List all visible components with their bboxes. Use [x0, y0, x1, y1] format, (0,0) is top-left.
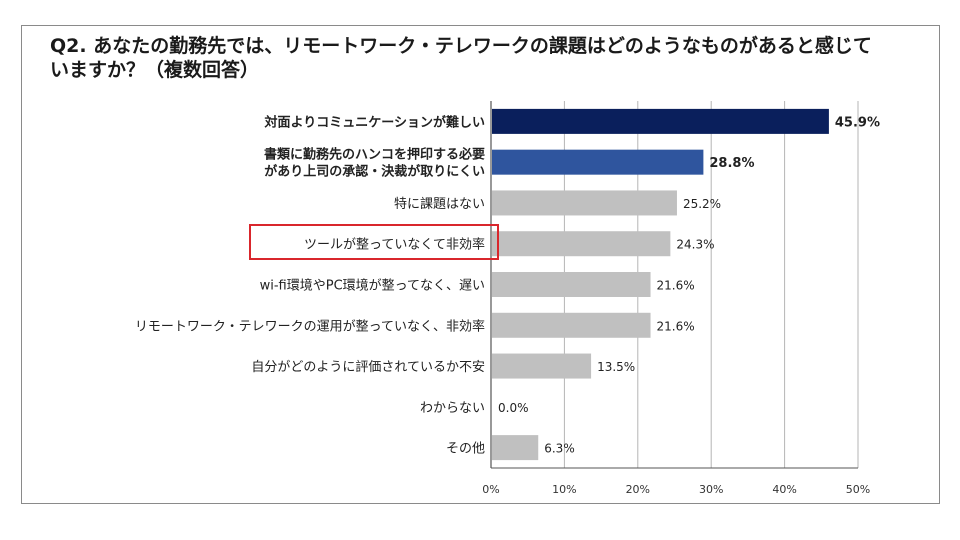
- value-label: 45.9%: [835, 115, 880, 130]
- x-tick-label: 0%: [482, 483, 499, 496]
- bar: [492, 353, 592, 379]
- value-label: 21.6%: [657, 279, 695, 293]
- category-label: 特に課題はない: [394, 196, 485, 212]
- value-label: 21.6%: [657, 319, 695, 333]
- x-tick-label: 10%: [552, 483, 576, 496]
- category-label-line: 特に課題はない: [394, 196, 485, 212]
- bar: [492, 190, 677, 216]
- category-label: 対面よりコミュニケーションが難しい: [264, 114, 485, 130]
- category-label-line: があり上司の承認・決裁が取りにくい: [264, 164, 485, 180]
- value-label: 0.0%: [498, 401, 529, 415]
- value-label: 6.3%: [544, 442, 575, 456]
- category-label-line: 自分がどのように評価されているか不安: [251, 360, 485, 375]
- bar: [492, 272, 651, 297]
- x-tick-label: 20%: [626, 483, 650, 496]
- highlight-box: [249, 224, 499, 260]
- value-labels: 45.9% 28.8% 25.2% 24.3% 21.6% 21.6% 13.5% 0.0% 6…: [498, 115, 880, 455]
- bar: [492, 108, 829, 134]
- value-label: 25.2%: [683, 197, 721, 211]
- category-label: ツールが整っていなくて非効率: [304, 237, 485, 253]
- value-label: 24.3%: [676, 238, 714, 252]
- value-label: 13.5%: [597, 360, 635, 374]
- x-tick-label: 40%: [772, 483, 796, 496]
- bars: [492, 108, 829, 461]
- category-label: 書類に勤務先のハンコを押印する必要があり上司の承認・決裁が取りにくい: [264, 147, 485, 180]
- category-labels: 対面よりコミュニケーションが難しい書類に勤務先のハンコを押印する必要があり上司の…: [135, 114, 485, 456]
- bar: [492, 149, 704, 175]
- chart-frame: [21, 25, 940, 504]
- category-label-line: その他: [446, 442, 485, 457]
- category-label-line: リモートワーク・テレワークの運用が整っていなく、非効率: [135, 318, 485, 334]
- grid-lines: [490, 101, 859, 469]
- bar: [492, 435, 539, 461]
- category-label-line: 書類に勤務先のハンコを押印する必要: [264, 147, 485, 163]
- category-label: リモートワーク・テレワークの運用が整っていなく、非効率: [135, 318, 485, 334]
- category-label-line: ツールが整っていなくて非効率: [304, 237, 485, 253]
- bar: [492, 231, 671, 257]
- x-tick-label: 50%: [846, 483, 870, 496]
- bar: [492, 312, 651, 338]
- chart-title: Q2. あなたの勤務先では、リモートワーク・テレワークの課題はどのようなものがあ…: [50, 35, 872, 81]
- category-label-line: wi-fi環境やPC環境が整ってなく、遅い: [260, 279, 485, 294]
- category-label-line: 対面よりコミュニケーションが難しい: [264, 114, 485, 130]
- x-axis-ticks: 0% 10% 20% 30% 40% 50%: [482, 483, 870, 496]
- category-label: wi-fi環境やPC環境が整ってなく、遅い: [260, 279, 485, 294]
- category-label: 自分がどのように評価されているか不安: [251, 360, 485, 375]
- x-tick-label: 30%: [699, 483, 723, 496]
- value-label: 28.8%: [709, 156, 754, 171]
- category-label-line: わからない: [420, 401, 485, 416]
- category-label: その他: [446, 442, 485, 457]
- category-label: わからない: [420, 401, 485, 416]
